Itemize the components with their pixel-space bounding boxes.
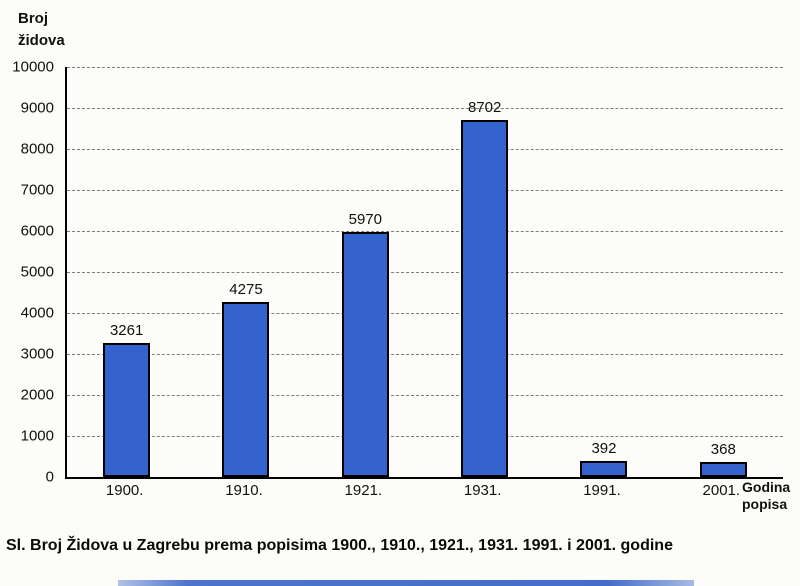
bar-column: 5970 — [306, 67, 425, 477]
bar-value-label: 3261 — [109, 322, 144, 340]
bar — [461, 120, 509, 477]
x-axis-title: Godina popisa — [742, 479, 798, 513]
bar — [222, 301, 270, 477]
y-tick-label: 2000 — [20, 386, 54, 404]
x-axis-tick-labels: 1900. 1910. 1921. 1931. 1991. 2001. — [65, 482, 781, 499]
bar-column: 392 — [544, 67, 663, 477]
gridline — [67, 231, 783, 232]
y-axis-tick-labels: 0 1000 2000 3000 4000 5000 6000 7000 8000 9000 100… — [0, 59, 58, 486]
bar-column: 8702 — [425, 67, 544, 477]
plot-area: 3261 4275 5970 8702 392 368 — [65, 67, 783, 479]
x-tick-label: 2001. — [702, 482, 741, 499]
y-tick-label: 6000 — [20, 222, 54, 240]
x-tick-label: 1921. — [344, 482, 383, 499]
x-axis-title-line2: popisa — [742, 495, 788, 512]
y-tick-label: 9000 — [20, 99, 54, 117]
gridline — [67, 190, 783, 191]
bar — [103, 343, 151, 477]
x-tick-label: 1900. — [105, 482, 144, 499]
bar — [580, 460, 628, 477]
bar-column: 4275 — [186, 67, 305, 477]
y-axis-title: Broj židova — [18, 8, 65, 52]
bar-value-label: 392 — [591, 439, 617, 457]
bar-value-label: 368 — [710, 440, 736, 458]
y-axis-title-line1: Broj — [18, 10, 48, 27]
figure-caption: Sl. Broj Židova u Zagrebu prema popisima… — [6, 537, 673, 554]
gridlines — [67, 67, 783, 477]
y-axis-title-line2: židova — [18, 31, 65, 49]
gridline — [67, 149, 783, 150]
bar — [341, 232, 389, 477]
gridline — [67, 313, 783, 314]
bar — [699, 461, 747, 477]
y-tick-label: 7000 — [20, 181, 54, 199]
gridline — [67, 354, 783, 355]
bars-layer: 3261 4275 5970 8702 392 368 — [67, 67, 783, 477]
bar-column: 368 — [664, 67, 783, 477]
y-tick-label: 4000 — [20, 304, 54, 322]
x-tick-label: 1910. — [225, 482, 263, 499]
scan-artifact-line — [118, 580, 694, 586]
y-tick-label: 10000 — [12, 58, 54, 76]
x-axis-title-line1: Godina — [742, 479, 791, 495]
gridline — [67, 436, 783, 437]
bar-value-label: 5970 — [348, 211, 382, 229]
bar-value-label: 4275 — [229, 280, 263, 298]
bar-column: 3261 — [67, 67, 186, 477]
gridline — [67, 67, 783, 68]
gridline — [67, 395, 783, 396]
y-tick-label: 5000 — [20, 263, 54, 281]
gridline — [67, 108, 783, 109]
gridline — [67, 272, 783, 273]
x-tick-label: 1991. — [583, 482, 621, 499]
y-tick-label: 0 — [45, 468, 54, 486]
y-tick-label: 1000 — [20, 427, 54, 445]
x-tick-label: 1931. — [463, 482, 502, 499]
y-tick-label: 8000 — [20, 140, 54, 158]
bar-value-label: 8702 — [467, 99, 502, 117]
y-tick-label: 3000 — [20, 345, 54, 363]
